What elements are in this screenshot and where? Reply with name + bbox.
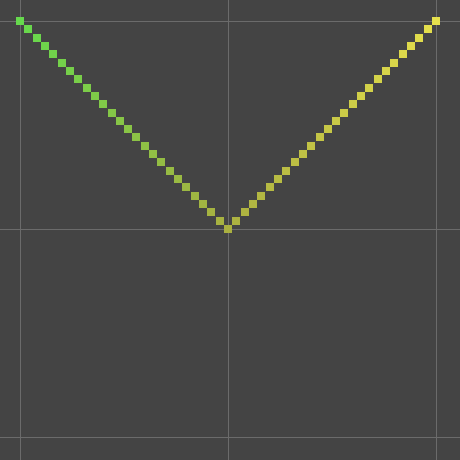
curve-point[interactable] — [274, 175, 282, 183]
curve-point[interactable] — [249, 200, 257, 208]
curve-point[interactable] — [182, 183, 190, 191]
curve-point[interactable] — [41, 42, 49, 50]
curve-point[interactable] — [340, 109, 348, 117]
curve-point[interactable] — [307, 142, 315, 150]
curve-point[interactable] — [424, 25, 432, 33]
curve-point[interactable] — [224, 225, 232, 233]
curve-point[interactable] — [33, 34, 41, 42]
curve-point[interactable] — [66, 67, 74, 75]
curve-point[interactable] — [99, 100, 107, 108]
curve-point[interactable] — [432, 17, 440, 25]
curve-point[interactable] — [132, 133, 140, 141]
curve-point[interactable] — [49, 50, 57, 58]
curve-point[interactable] — [415, 34, 423, 42]
curve-point[interactable] — [216, 217, 224, 225]
curve-point[interactable] — [199, 200, 207, 208]
curve-point[interactable] — [116, 117, 124, 125]
curve-point[interactable] — [332, 117, 340, 125]
curve-point[interactable] — [24, 25, 32, 33]
curve-point[interactable] — [266, 183, 274, 191]
curve-point[interactable] — [91, 92, 99, 100]
curve-point[interactable] — [16, 17, 24, 25]
curve-point[interactable] — [357, 92, 365, 100]
curve-point[interactable] — [382, 67, 390, 75]
curve-point[interactable] — [399, 50, 407, 58]
curve-point[interactable] — [108, 109, 116, 117]
curve-point[interactable] — [365, 84, 373, 92]
curve-point[interactable] — [157, 158, 165, 166]
curve-point[interactable] — [83, 84, 91, 92]
curve-point[interactable] — [374, 75, 382, 83]
curve-point[interactable] — [299, 150, 307, 158]
curve-point[interactable] — [232, 217, 240, 225]
curve-point[interactable] — [166, 167, 174, 175]
curve-point[interactable] — [191, 192, 199, 200]
curve-point[interactable] — [407, 42, 415, 50]
curve-point[interactable] — [58, 59, 66, 67]
curve-point[interactable] — [291, 158, 299, 166]
curve-point[interactable] — [282, 167, 290, 175]
curve-point[interactable] — [316, 133, 324, 141]
curve-point[interactable] — [349, 100, 357, 108]
curve-point[interactable] — [74, 75, 82, 83]
curve-point[interactable] — [390, 59, 398, 67]
curve-point[interactable] — [149, 150, 157, 158]
curve-point[interactable] — [241, 208, 249, 216]
curve-point[interactable] — [324, 125, 332, 133]
curve-point[interactable] — [174, 175, 182, 183]
curve-point[interactable] — [124, 125, 132, 133]
curve-point[interactable] — [257, 192, 265, 200]
curve-point[interactable] — [207, 208, 215, 216]
curve-point[interactable] — [141, 142, 149, 150]
